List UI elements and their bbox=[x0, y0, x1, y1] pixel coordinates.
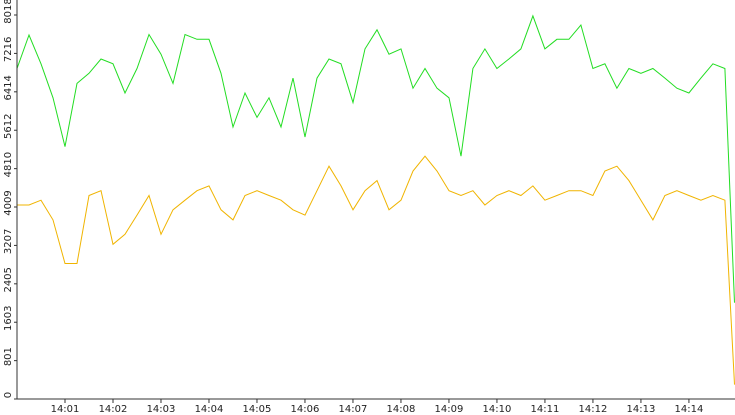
y-tick-label: 0 bbox=[3, 392, 14, 398]
x-tick-label: 14:07 bbox=[339, 404, 368, 415]
y-tick-label: 1603 bbox=[3, 306, 14, 331]
x-tick-label: 14:04 bbox=[195, 404, 224, 415]
x-tick-label: 14:13 bbox=[627, 404, 656, 415]
y-tick-label: 3207 bbox=[3, 229, 14, 254]
x-tick-label: 14:14 bbox=[675, 404, 704, 415]
x-tick-label: 14:09 bbox=[435, 404, 464, 415]
y-tick-label: 4810 bbox=[3, 152, 14, 177]
series-line bbox=[16, 14, 735, 303]
y-tick-label: 4009 bbox=[3, 190, 14, 215]
x-tick-label: 14:11 bbox=[531, 404, 560, 415]
x-tick-label: 14:01 bbox=[51, 404, 80, 415]
y-tick-label: 5612 bbox=[3, 114, 14, 139]
y-tick-label: 7216 bbox=[3, 37, 14, 62]
x-tick-label: 14:05 bbox=[243, 404, 272, 415]
series-line bbox=[17, 155, 735, 385]
y-tick-label: 801 bbox=[3, 347, 14, 366]
x-tick-label: 14:08 bbox=[387, 404, 416, 415]
x-tick-label: 14:06 bbox=[291, 404, 320, 415]
y-tick-label: 6414 bbox=[3, 75, 14, 100]
y-tick-label: 8018 bbox=[3, 0, 14, 24]
x-tick-label: 14:03 bbox=[147, 404, 176, 415]
x-tick-label: 14:10 bbox=[483, 404, 512, 415]
x-tick-label: 14:12 bbox=[579, 404, 608, 415]
y-tick-label: 2405 bbox=[3, 267, 14, 292]
x-tick-label: 14:02 bbox=[99, 404, 128, 415]
